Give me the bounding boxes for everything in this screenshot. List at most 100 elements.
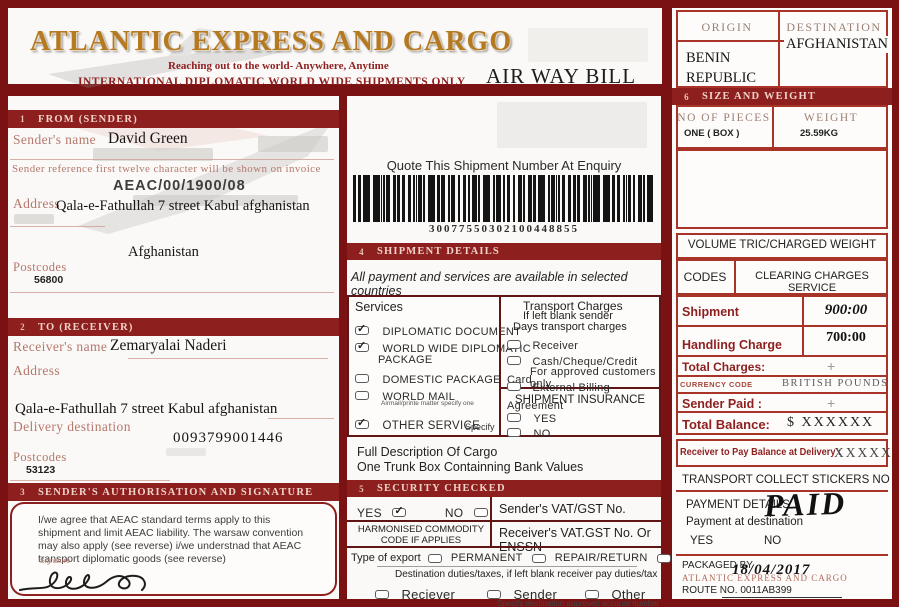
shipment-charge-value[interactable]: 900:00 [824, 302, 868, 318]
payment-no-option[interactable]: NO [764, 535, 782, 547]
checkbox[interactable] [507, 382, 521, 392]
checkbox[interactable] [585, 590, 599, 600]
insurance-yes-option[interactable]: YES [507, 409, 556, 427]
stickers-divider [676, 490, 888, 492]
receiver-name-field[interactable]: Zemaryalai Naderi [110, 337, 227, 354]
duties-specify-note: Specify destination approved account num… [497, 599, 660, 607]
security-yes-option[interactable]: YES NO [357, 504, 488, 522]
transport-charges-sub1: If left blank sender [523, 310, 613, 322]
clearing-charges-label: CLEARING CHARGES SERVICE [755, 270, 869, 294]
checkbox[interactable] [355, 322, 369, 336]
handling-charge-value[interactable]: 700:00 [826, 330, 866, 345]
header-subtitle: INTERNATIONAL DIPLOMATIC WORLD WIDE SHIP… [78, 76, 466, 88]
checkbox[interactable] [427, 553, 442, 563]
total-balance-value[interactable]: $ XXXXXX [787, 415, 875, 430]
weight-label: WEIGHT [803, 112, 859, 124]
service-option-domestic-package[interactable]: DOMESTIC PACKAGE [355, 370, 501, 388]
shipment-charge-label: Shipment [682, 305, 739, 319]
checkbox[interactable] [355, 339, 369, 353]
cargo-description-value[interactable]: One Trunk Box Containning Bank Values [357, 460, 584, 474]
checkbox[interactable] [507, 340, 521, 350]
scan-artifact [497, 102, 647, 148]
receiver-address-field[interactable]: Qala-e-Fathullah 7 street Kabul afghanis… [15, 401, 278, 417]
packaged-by-company: ATLANTIC EXPRESS AND CARGO [682, 573, 848, 583]
world-mail-subtext: Airmail/printe matter specify one [381, 400, 474, 407]
checkbox[interactable] [507, 428, 521, 438]
cargo-description-label: Full Description Of Cargo [357, 445, 498, 459]
duties-option-other[interactable]: Other [585, 586, 645, 604]
destination-value[interactable]: AFGHANISTAN [784, 36, 890, 53]
company-tagline: Reaching out to the world- Anywhere, Any… [168, 60, 389, 72]
pieces-weight-table [676, 105, 888, 149]
services-box [347, 295, 661, 437]
weight-value[interactable]: 25.59KG [800, 128, 839, 139]
checkbox[interactable] [355, 374, 369, 384]
section-from-sender-header: 1 FROM (SENDER) [8, 110, 339, 128]
duties-option-reciever[interactable]: Reciever [375, 586, 455, 604]
checkbox[interactable] [656, 553, 671, 563]
scan-artifact [93, 148, 213, 161]
transport-option-billing[interactable]: External Billing Agreement [507, 382, 611, 412]
volume-label: VOLUME TRIC/CHARGED WEIGHT [687, 239, 877, 251]
services-specify-label: Specify [465, 422, 495, 432]
payment-at-destination-label: Payment at destination [686, 516, 803, 528]
receiver-pay-value[interactable]: XXXXX [834, 445, 893, 460]
checkbox[interactable] [507, 356, 521, 366]
scan-artifact [528, 28, 648, 62]
section-number: 2 [20, 322, 26, 332]
middle-column: Quote This Shipment Number At Enquiry 30… [347, 96, 776, 607]
service-option-world-mail[interactable]: WORLD MAIL [355, 387, 455, 405]
total-balance-label: Total Balance: [682, 417, 770, 432]
checkbox[interactable] [473, 508, 488, 518]
currency-value[interactable]: BRITISH POUNDS [782, 378, 889, 389]
section-authorisation-header: 3 SENDER'S AUTHORISATION AND SIGNATURE [8, 483, 339, 501]
security-row-divider [347, 520, 661, 522]
empty-measurement-box[interactable] [676, 149, 888, 229]
checkbox[interactable] [487, 590, 501, 600]
sender-paid-field[interactable]: + [827, 395, 836, 411]
scan-artifact [133, 195, 298, 206]
no-of-pieces-value[interactable]: ONE ( BOX ) [684, 128, 740, 139]
delivery-destination-field[interactable]: 0093799001446 [173, 430, 284, 446]
checkbox[interactable] [375, 590, 389, 600]
section-title: SECURITY CHECKED [377, 483, 506, 494]
origin-value[interactable]: BENIN REPUBLIC [686, 50, 757, 86]
service-option-diplomatic-document[interactable]: DIPLOMATIC DOCUMENT [355, 322, 521, 340]
total-charges-label: Total Charges: [682, 360, 766, 374]
total-charges-field[interactable]: + [827, 358, 836, 374]
receiver-postcode-field[interactable]: 53123 [26, 464, 56, 476]
checkbox[interactable] [392, 504, 407, 518]
date-underline [722, 597, 842, 598]
sender-country-field[interactable]: Afghanistan [128, 244, 199, 260]
sender-postcode-field[interactable]: 56800 [34, 274, 64, 286]
shipment-date[interactable]: 18/04/2017 [732, 562, 811, 578]
sender-address-field[interactable]: Qala-e-Fathullah 7 street Kabul afghanis… [56, 198, 310, 214]
payment-yes-option[interactable]: YES [690, 535, 714, 547]
receiver-pay-row [676, 439, 888, 467]
sender-reference-label: Sender reference first twelve character … [12, 163, 321, 175]
checkbox[interactable] [507, 413, 521, 423]
doc-title: AIR WAY BILL [486, 64, 637, 88]
section-size-weight-header: 6 SIZE AND WEIGHT [672, 88, 892, 105]
duties-option-sender[interactable]: Sender [487, 586, 557, 604]
section-title: SENDER'S AUTHORISATION AND SIGNATURE [38, 486, 314, 498]
charge-divider [802, 325, 804, 357]
insurance-no-option[interactable]: NO [507, 424, 551, 442]
codes-row [676, 259, 888, 295]
right-column: ORIGIN DESTINATION BENIN REPUBLIC AFGHAN… [672, 8, 892, 599]
security-grid-divider [490, 497, 492, 547]
checkbox[interactable] [355, 391, 369, 401]
sender-address-label: Address [13, 196, 61, 211]
checkbox[interactable] [531, 553, 546, 563]
service-option-worldwide-package[interactable]: WORLD WIDE DIPLOMATIC [355, 339, 531, 357]
sender-name-field[interactable]: David Green [108, 130, 188, 147]
sender-name-label: Sender's name [13, 132, 96, 147]
sender-vat-label: Sender's VAT/GST No. [499, 502, 626, 516]
checkbox[interactable] [355, 416, 369, 430]
service-option-other-service[interactable]: OTHER SERVICE [355, 416, 480, 434]
receiver-postcode-label: Postcodes [13, 450, 67, 464]
route-number: ROUTE NO. 0011AB399 [682, 585, 792, 596]
receiver-vat-label: Receiver's VAT.GST No. Or ENSSN [499, 526, 651, 554]
transport-option-receiver[interactable]: Receiver [507, 336, 578, 354]
sender-reference-field[interactable]: AEAC/00/1900/08 [113, 178, 246, 194]
